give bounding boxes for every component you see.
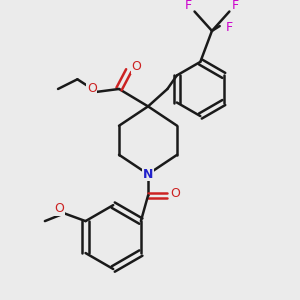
Text: O: O xyxy=(170,187,180,200)
Text: F: F xyxy=(185,0,192,12)
Text: N: N xyxy=(143,168,153,181)
Text: O: O xyxy=(131,60,141,73)
Text: F: F xyxy=(232,0,239,12)
Text: F: F xyxy=(226,22,233,34)
Text: O: O xyxy=(55,202,64,215)
Text: O: O xyxy=(87,82,97,95)
